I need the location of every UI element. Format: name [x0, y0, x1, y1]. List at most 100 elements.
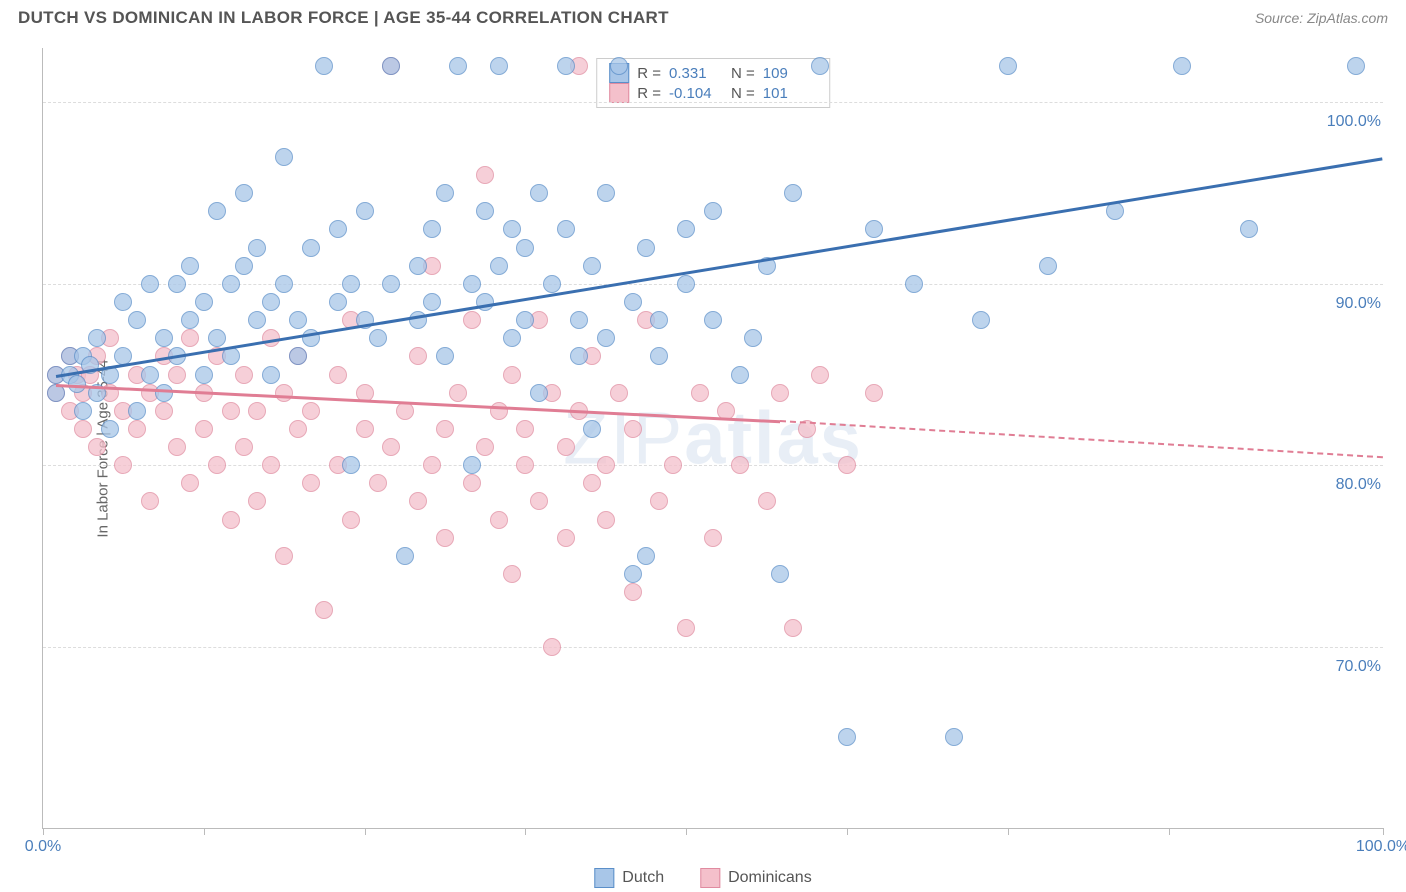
dominican-trendline-extrapolated	[780, 420, 1383, 458]
dutch-point	[516, 311, 534, 329]
dominican-point	[583, 474, 601, 492]
dutch-point	[650, 311, 668, 329]
dutch-point	[624, 293, 642, 311]
dutch-point	[637, 239, 655, 257]
dominican-point	[490, 511, 508, 529]
dutch-point	[289, 347, 307, 365]
dutch-point	[181, 257, 199, 275]
dutch-point	[356, 202, 374, 220]
dominican-point	[409, 492, 427, 510]
dutch-point	[583, 257, 601, 275]
gridline	[43, 284, 1383, 285]
dutch-point	[476, 202, 494, 220]
dutch-point	[342, 275, 360, 293]
dominican-point	[342, 511, 360, 529]
dominican-point	[463, 311, 481, 329]
dutch-point	[490, 257, 508, 275]
dutch-point	[516, 239, 534, 257]
dominican-point	[382, 438, 400, 456]
dominican-point	[771, 384, 789, 402]
dutch-point	[342, 456, 360, 474]
dominican-point	[208, 456, 226, 474]
chart-title: DUTCH VS DOMINICAN IN LABOR FORCE | AGE …	[18, 8, 669, 28]
dominican-point	[449, 384, 467, 402]
dutch-point	[195, 293, 213, 311]
dominican-point	[275, 547, 293, 565]
dominican-point	[543, 638, 561, 656]
legend-item: Dominicans	[700, 868, 812, 888]
dutch-point	[731, 366, 749, 384]
y-tick-label: 70.0%	[1332, 658, 1385, 676]
dominican-point	[315, 601, 333, 619]
dutch-point	[597, 329, 615, 347]
dutch-point	[436, 347, 454, 365]
dutch-point	[114, 293, 132, 311]
dominican-point	[503, 366, 521, 384]
dominican-point	[811, 366, 829, 384]
dominican-point	[758, 492, 776, 510]
x-tick	[1169, 828, 1170, 835]
dutch-point	[423, 220, 441, 238]
legend-swatch	[609, 83, 629, 103]
dutch-point	[275, 275, 293, 293]
dominican-point	[865, 384, 883, 402]
dutch-point	[1347, 57, 1365, 75]
dominican-point	[597, 511, 615, 529]
legend-row: R =0.331N =109	[609, 63, 817, 83]
dutch-point	[382, 275, 400, 293]
y-tick-label: 80.0%	[1332, 476, 1385, 494]
dutch-point	[905, 275, 923, 293]
dominican-point	[181, 329, 199, 347]
dominican-point	[114, 456, 132, 474]
dominican-point	[516, 420, 534, 438]
dutch-point	[530, 184, 548, 202]
dominican-point	[490, 402, 508, 420]
dutch-point	[289, 311, 307, 329]
x-tick	[43, 828, 44, 835]
y-tick-label: 90.0%	[1332, 295, 1385, 313]
dutch-point	[168, 275, 186, 293]
dutch-point	[503, 329, 521, 347]
dutch-point	[101, 420, 119, 438]
dominican-point	[329, 366, 347, 384]
dutch-point	[74, 402, 92, 420]
x-tick	[204, 828, 205, 835]
dutch-point	[195, 366, 213, 384]
dutch-point	[68, 375, 86, 393]
dutch-point	[543, 275, 561, 293]
dutch-point	[181, 311, 199, 329]
dutch-point	[999, 57, 1017, 75]
dominican-point	[463, 474, 481, 492]
dutch-point	[677, 275, 695, 293]
dominican-point	[423, 456, 441, 474]
dominican-point	[141, 492, 159, 510]
dominican-point	[248, 402, 266, 420]
dominican-point	[784, 619, 802, 637]
dominican-point	[302, 402, 320, 420]
dutch-point	[329, 220, 347, 238]
dutch-point	[449, 57, 467, 75]
dutch-point	[315, 57, 333, 75]
gridline	[43, 647, 1383, 648]
dominican-point	[222, 511, 240, 529]
dutch-point	[262, 293, 280, 311]
dutch-point	[409, 257, 427, 275]
dominican-point	[664, 456, 682, 474]
dutch-point	[463, 456, 481, 474]
dutch-point	[490, 57, 508, 75]
dominican-point	[235, 438, 253, 456]
dutch-point	[155, 329, 173, 347]
dutch-point	[1173, 57, 1191, 75]
dominican-point	[235, 366, 253, 384]
dutch-point	[1240, 220, 1258, 238]
dutch-point	[557, 220, 575, 238]
dutch-point	[248, 239, 266, 257]
x-tick	[1008, 828, 1009, 835]
correlation-legend: R =0.331N =109R =-0.104N =101	[596, 58, 830, 108]
dominican-point	[275, 384, 293, 402]
dutch-point	[704, 311, 722, 329]
dutch-point	[583, 420, 601, 438]
dutch-point	[1106, 202, 1124, 220]
dominican-point	[731, 456, 749, 474]
gridline	[43, 102, 1383, 103]
